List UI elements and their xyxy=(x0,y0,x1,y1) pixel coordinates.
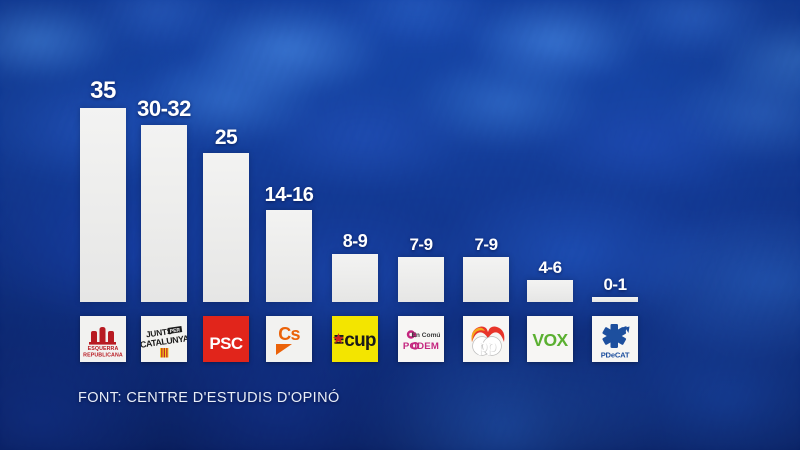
party-logo-pdecat[interactable]: PDeCAT xyxy=(592,316,638,362)
party-logo-esquerra-republicana[interactable]: ESQUERRA REPUBLICANA xyxy=(80,316,126,362)
junts-per-catalunya-logo: JUNTS PER PER CATALUNYA xyxy=(141,316,187,362)
cup-logo: cup xyxy=(332,316,378,362)
bar-group-junts: 30-32 xyxy=(137,96,191,302)
svg-text:ESQUERRA: ESQUERRA xyxy=(88,346,119,352)
esquerra-republicana-logo: ESQUERRA REPUBLICANA xyxy=(80,316,126,362)
en-comu-podem-logo: En Comú PODEM xyxy=(398,316,444,362)
svg-text:REPUBLICANA: REPUBLICANA xyxy=(83,353,123,359)
pp-logo: pp pp xyxy=(463,316,509,362)
psc-logo: PSC xyxy=(203,316,249,362)
bar-group-cup: 8-9 xyxy=(332,231,378,302)
bar-rect xyxy=(527,280,573,302)
ciudadanos-logo: Cs xyxy=(266,316,312,362)
party-logo-pp[interactable]: pp pp xyxy=(463,316,509,362)
bar-value-label: 7-9 xyxy=(474,235,498,254)
bar-group-en-comu-podem: 7-9 xyxy=(398,235,444,302)
bar-group-psc: 25 xyxy=(203,126,249,302)
svg-text:pp: pp xyxy=(478,338,497,356)
bar-value-label: 30-32 xyxy=(137,96,191,121)
svg-text:VOX: VOX xyxy=(532,330,568,350)
bar-group-erc: 35 xyxy=(80,77,126,302)
bar-value-label: 8-9 xyxy=(342,231,368,251)
svg-text:PODEM: PODEM xyxy=(403,341,439,352)
party-logo-psc[interactable]: PSC xyxy=(203,316,249,362)
bar-value-label: 14-16 xyxy=(264,184,314,206)
svg-text:PSC: PSC xyxy=(209,334,242,353)
party-logo-junts-per-catalunya[interactable]: JUNTS PER PER CATALUNYA xyxy=(141,316,187,362)
bar-rect xyxy=(141,125,187,302)
svg-text:pp: pp xyxy=(478,337,497,355)
svg-text:PER: PER xyxy=(169,327,180,334)
bar-rect xyxy=(463,257,509,302)
bar-value-label: 25 xyxy=(214,126,238,149)
svg-text:En Comú: En Comú xyxy=(412,332,441,339)
bar-rect xyxy=(398,257,444,302)
party-logo-en-comu-podem[interactable]: En Comú PODEM xyxy=(398,316,444,362)
svg-text:cup: cup xyxy=(344,330,376,351)
bar-value-label: 4-6 xyxy=(538,258,562,277)
party-logo-ciudadanos[interactable]: Cs xyxy=(266,316,312,362)
bar-value-label: 0-1 xyxy=(603,275,627,294)
party-logo-vox[interactable]: VOX xyxy=(527,316,573,362)
source-note: FONT: CENTRE D'ESTUDIS D'OPINÓ xyxy=(78,390,340,406)
bar-rect xyxy=(203,153,249,302)
svg-text:JUNTS: JUNTS xyxy=(145,326,173,340)
bar-group-pdecat: 0-1 xyxy=(592,275,638,302)
bar-value-label: 35 xyxy=(90,77,116,104)
bar-value-label: 7-9 xyxy=(409,235,433,254)
bar-group-pp: 7-9 xyxy=(463,235,509,302)
bar-group-vox: 4-6 xyxy=(527,258,573,302)
vox-logo: VOX xyxy=(527,316,573,362)
bar-group-ciudadanos: 14-16 xyxy=(265,184,314,302)
party-logo-cup[interactable]: cup xyxy=(332,316,378,362)
bar-rect xyxy=(592,297,638,302)
bar-rect xyxy=(266,210,312,302)
pdecat-logo: PDeCAT xyxy=(592,316,638,362)
bar-rect xyxy=(80,108,126,302)
svg-text:Cs: Cs xyxy=(278,324,300,344)
bar-rect xyxy=(332,254,378,302)
svg-text:PDeCAT: PDeCAT xyxy=(601,351,630,360)
